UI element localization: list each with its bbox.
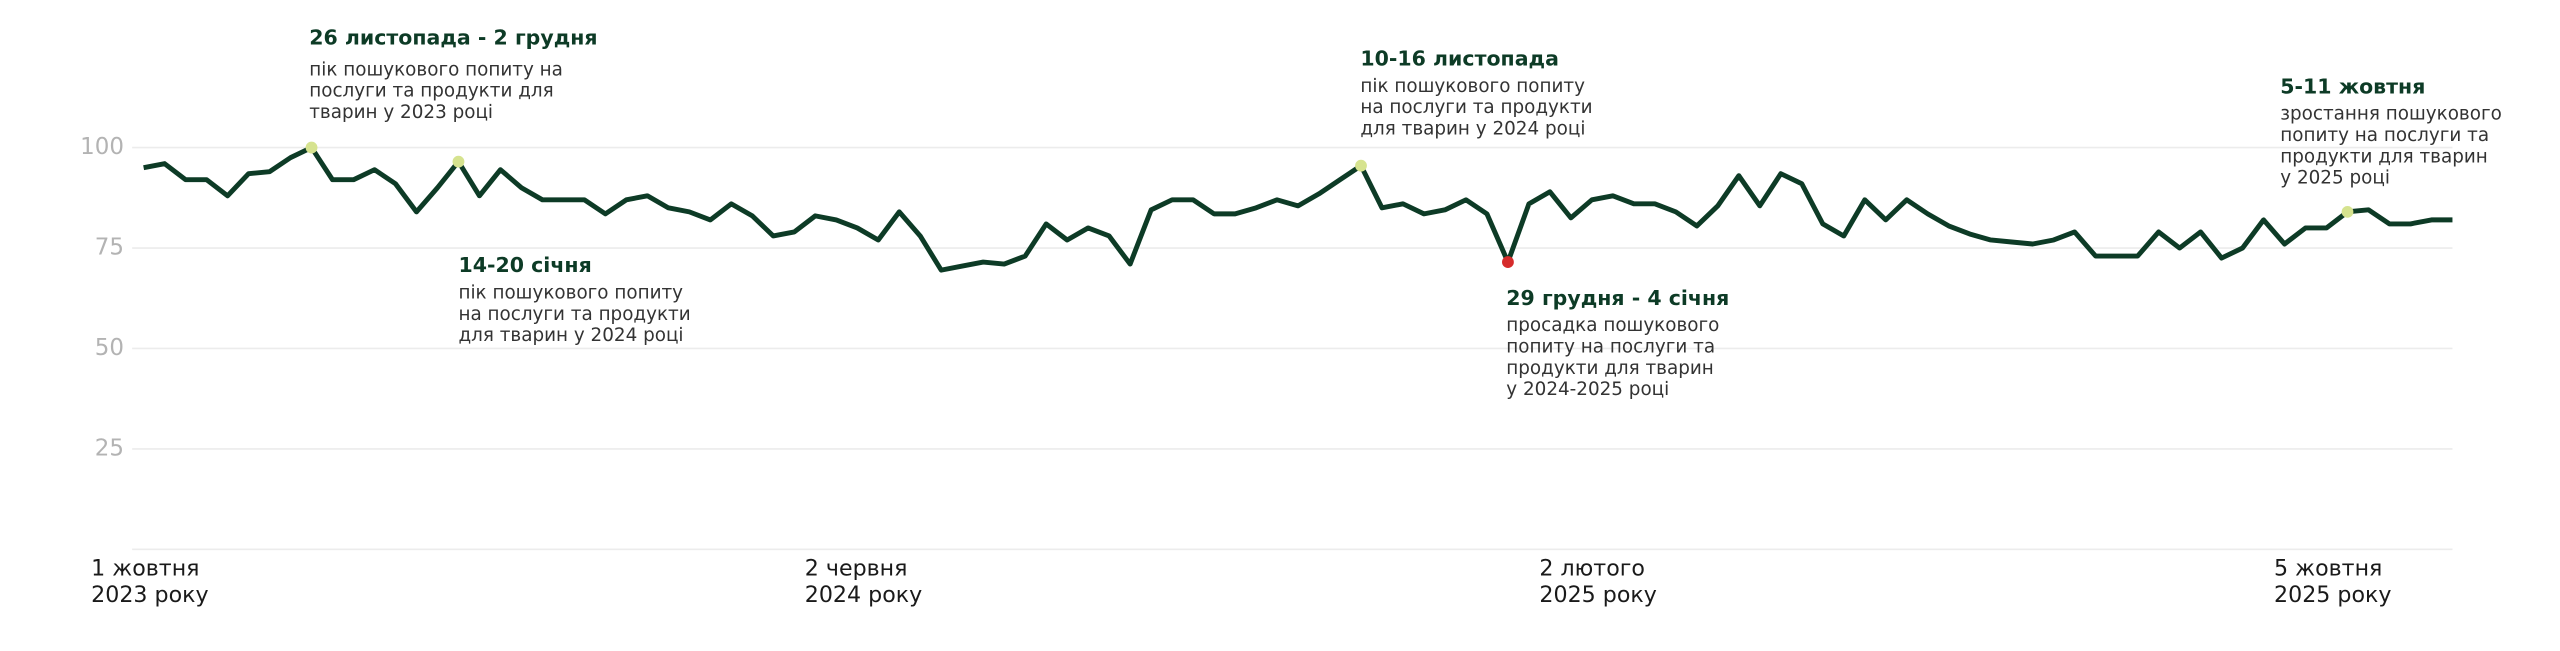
data-line	[143, 145, 2453, 273]
annotation-text-box: пік пошукового попиту на послуги та прод…	[309, 59, 563, 123]
x-tick-label-box: 5 жовтня 2025 року	[2274, 555, 2392, 609]
x-tick-label: 2 лютого 2025 року	[1539, 555, 1657, 609]
annotation-title-box: 14-20 січня	[458, 252, 592, 278]
x-tick-label-box: 1 жовтня 2023 року	[91, 555, 209, 609]
annotation-text-box: пік пошукового попиту на послуги та прод…	[1360, 75, 1593, 140]
x-tick-label: 1 жовтня 2023 року	[91, 555, 209, 609]
x-tick-label: 5 жовтня 2025 року	[2274, 555, 2392, 609]
highlight-point	[452, 155, 465, 168]
annotation-text-box: пік пошукового попиту на послуги та прод…	[458, 282, 691, 346]
annotation-title: 14-20 січня	[458, 252, 592, 278]
annotation-text: пік пошукового попиту на послуги та прод…	[1360, 75, 1593, 140]
y-tick-label: 100	[80, 134, 124, 160]
annotation-text-box: просадка пошукового попиту на послуги та…	[1506, 314, 1720, 401]
y-tick-label: 50	[95, 335, 124, 361]
annotation-text: пік пошукового попиту на послуги та прод…	[309, 59, 563, 123]
annotation-title-box: 10-16 листопада	[1360, 45, 1559, 71]
y-tick-label: 25	[95, 435, 124, 461]
x-tick-label-box: 2 лютого 2025 року	[1539, 555, 1657, 609]
annotation-title: 26 листопада - 2 грудня	[309, 24, 598, 50]
annotation-title: 29 грудня - 4 січня	[1506, 285, 1730, 310]
x-tick-label: 2 червня 2024 року	[804, 555, 923, 609]
highlight-point	[1355, 159, 1367, 172]
highlight-point	[305, 141, 318, 154]
annotation-text-box: зростання пошукового попиту на послуги т…	[2280, 103, 2502, 189]
annotation-title-box: 5-11 жовтня	[2280, 73, 2426, 99]
annotation-title: 10-16 листопада	[1360, 45, 1559, 71]
x-tick-label-box: 2 червня 2024 року	[804, 555, 923, 609]
annotation-text: зростання пошукового попиту на послуги т…	[2280, 103, 2502, 189]
annotation-text: просадка пошукового попиту на послуги та…	[1506, 314, 1720, 401]
annotation-title: 5-11 жовтня	[2280, 73, 2426, 99]
annotation-title-box: 29 грудня - 4 січня	[1506, 285, 1730, 310]
highlight-point	[1502, 256, 1514, 268]
y-tick-label: 75	[95, 235, 124, 261]
highlight-point	[2341, 205, 2354, 218]
annotation-text: пік пошукового попиту на послуги та прод…	[458, 282, 691, 346]
annotation-title-box: 26 листопада - 2 грудня	[309, 24, 598, 50]
